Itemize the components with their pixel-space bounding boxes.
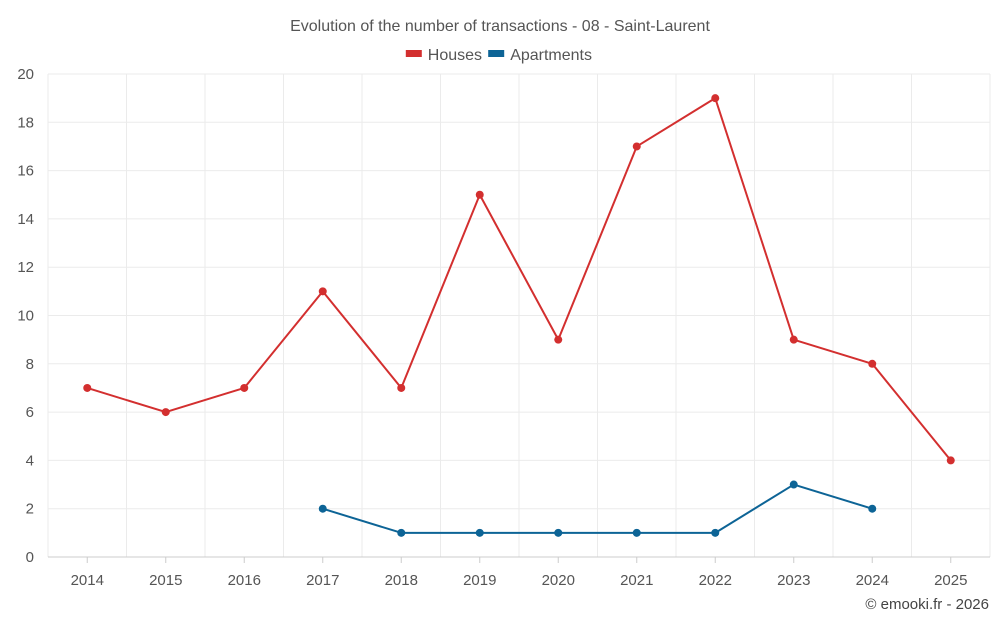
data-point[interactable]	[475, 190, 484, 199]
legend-item-houses[interactable]: Houses	[405, 47, 482, 64]
data-point[interactable]	[397, 383, 406, 392]
x-tick-label: 2015	[149, 572, 182, 589]
chart-title: Evolution of the number of transactions …	[290, 18, 710, 35]
data-point[interactable]	[318, 504, 327, 513]
x-tick-label: 2017	[306, 572, 339, 589]
series-line	[322, 483, 873, 534]
legend-item-apartments[interactable]: Apartments	[488, 47, 592, 64]
x-axis: 2014 2015 2016 2017 2018 2019 2020 2021 2022 2023…	[48, 556, 990, 589]
series-layer	[83, 94, 955, 537]
series-apartments	[318, 480, 877, 537]
y-tick-label: 20	[17, 66, 34, 83]
y-tick-label: 4	[26, 452, 34, 469]
data-point[interactable]	[789, 335, 798, 344]
data-point[interactable]	[397, 528, 406, 537]
data-point[interactable]	[632, 528, 641, 537]
credit-text: © emooki.fr - 2026	[865, 596, 989, 613]
y-tick-label: 16	[17, 163, 34, 180]
grid	[47, 73, 991, 557]
data-point[interactable]	[868, 504, 877, 513]
data-point[interactable]	[868, 359, 877, 368]
y-tick-label: 2	[26, 501, 34, 518]
legend-label: Apartments	[510, 47, 592, 64]
y-tick-label: 0	[26, 549, 34, 566]
data-point[interactable]	[946, 456, 955, 465]
x-tick-label: 2024	[856, 572, 889, 589]
legend-swatch	[405, 50, 422, 57]
series-houses	[83, 94, 955, 465]
x-tick-label: 2023	[777, 572, 810, 589]
x-tick-label: 2025	[934, 572, 967, 589]
y-tick-label: 10	[17, 308, 34, 325]
y-tick-label: 6	[26, 404, 34, 421]
data-point[interactable]	[475, 528, 484, 537]
x-tick-label: 2022	[699, 572, 732, 589]
data-point[interactable]	[632, 142, 641, 151]
y-tick-label: 18	[17, 114, 34, 131]
y-tick-label: 12	[17, 259, 34, 276]
data-point[interactable]	[240, 383, 249, 392]
data-point[interactable]	[789, 480, 798, 489]
y-axis: 0 2 4 6 8 10 12 14 16 18 20	[17, 66, 34, 566]
x-tick-label: 2020	[542, 572, 575, 589]
chart-legend: Houses Apartments	[405, 47, 592, 64]
y-tick-label: 14	[17, 211, 34, 228]
y-tick-label: 8	[26, 356, 34, 373]
data-point[interactable]	[318, 287, 327, 296]
x-tick-label: 2021	[620, 572, 653, 589]
x-tick-label: 2018	[385, 572, 418, 589]
data-point[interactable]	[711, 94, 720, 103]
x-tick-label: 2016	[228, 572, 261, 589]
x-tick-label: 2019	[463, 572, 496, 589]
legend-label: Houses	[428, 47, 482, 64]
data-point[interactable]	[554, 335, 563, 344]
data-point[interactable]	[83, 383, 92, 392]
x-tick-label: 2014	[71, 572, 104, 589]
series-line	[86, 97, 952, 462]
data-point[interactable]	[161, 408, 170, 417]
legend-swatch	[488, 50, 505, 57]
data-point[interactable]	[711, 528, 720, 537]
data-point[interactable]	[554, 528, 563, 537]
